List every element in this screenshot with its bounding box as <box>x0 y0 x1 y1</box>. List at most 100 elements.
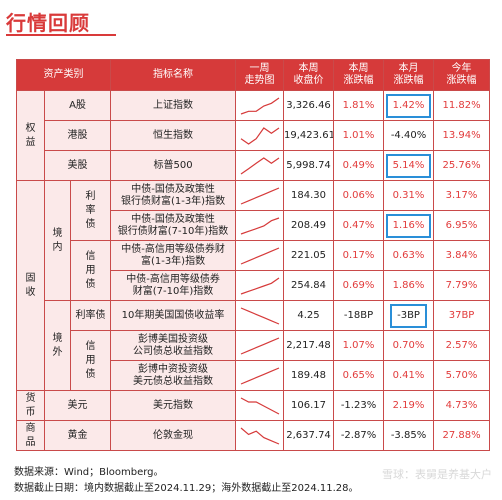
week-change: 0.06% <box>333 180 385 211</box>
group-credit-bond: 信用债 <box>69 240 112 301</box>
month-change: 1.86% <box>383 270 435 301</box>
index-name-text: 10年期美国国债收益率 <box>121 309 225 321</box>
group-domestic-label: 境内 <box>52 227 63 253</box>
index-name: 彭博美国投资级 公司债总收益指数 <box>110 330 237 361</box>
header-trend-text: 一周 走势图 <box>244 63 275 86</box>
close-value: 2,217.48 <box>283 330 335 361</box>
close-value: 184.30 <box>283 180 335 211</box>
index-name-text: 上证指数 <box>153 99 194 111</box>
sparkline-line <box>240 396 279 415</box>
week-change: 0.47% <box>333 210 385 241</box>
week-change: 1.07% <box>333 330 385 361</box>
index-name: 美元指数 <box>110 390 237 421</box>
header-week: 本周 涨跌幅 <box>333 59 385 91</box>
index-name-text: 中债-高信用等级债券财 富(1-3年)指数 <box>121 243 225 267</box>
ytd-change: 6.95% <box>433 210 491 241</box>
index-name: 伦敦金现 <box>110 420 237 451</box>
ytd-change: 13.94% <box>433 120 491 151</box>
trend-cell <box>235 360 285 391</box>
group-overseas: 境外 <box>44 300 71 391</box>
table-row: 商品 黄金 伦敦金现 2,637.74 -2.87% -3.85% 27.88% <box>16 420 491 451</box>
sparkline-chart <box>240 277 279 295</box>
index-name: 中债-国债及政策性 银行债财富(7-10年)指数 <box>110 210 237 241</box>
month-change: 5.14% <box>383 150 435 181</box>
close-value: 254.84 <box>283 270 335 301</box>
table-row: 美股 标普500 5,998.74 0.49% 5.14% 25.76% <box>17 150 491 181</box>
group-commodity: 商品 <box>16 420 45 451</box>
header-ytd: 今年 涨跌幅 <box>433 59 491 91</box>
sparkline-line <box>240 246 279 265</box>
watermark: 雪球：表舅是养基大户 <box>382 468 492 481</box>
group-currency: 货币 <box>16 390 45 421</box>
sparkline-line <box>240 366 279 385</box>
sparkline-chart <box>240 427 279 445</box>
group-commodity-label: 商品 <box>25 422 36 448</box>
sparkline-line <box>240 306 279 325</box>
trend-cell <box>235 390 285 421</box>
close-value: 208.49 <box>283 210 335 241</box>
close-value: 106.17 <box>283 390 335 421</box>
sparkline-line <box>240 186 279 205</box>
index-name-text: 中债-国债及政策性 银行债财富(7-10年)指数 <box>117 213 229 237</box>
date-note: 数据截止日期：境内数据截止至2024.11.29；海外数据截止至2024.11.… <box>14 483 359 494</box>
header-week-text: 本周 涨跌幅 <box>343 63 374 86</box>
table-row: 固收 境内 利率债 中债-国债及政策性 银行债财富(1-3年)指数 184.30 0.06… <box>16 180 491 391</box>
month-change: -3BP <box>383 300 435 331</box>
index-name: 恒生指数 <box>110 120 237 151</box>
week-change: -1.23% <box>333 390 385 421</box>
trend-cell <box>235 300 285 331</box>
close-value: 5,998.74 <box>283 150 335 181</box>
header-month-text: 本月 涨跌幅 <box>393 63 424 86</box>
ytd-change: 37BP <box>433 300 491 331</box>
header-close: 本周 收盘价 <box>283 59 335 91</box>
table-body: 权益 A股 上证指数 3,326.46 1.81% 1.42% 11.82% 港股 恒生指数 19… <box>16 90 491 451</box>
highlight-box: -3BP <box>390 303 427 328</box>
index-name-text: 彭博中资投资级 美元债总收益指数 <box>133 363 214 387</box>
highlight-box: 1.16% <box>385 213 432 238</box>
month-change: -3.85% <box>383 420 435 451</box>
month-change: 1.42% <box>383 90 435 121</box>
month-change: 2.19% <box>383 390 435 421</box>
table-row: 港股 恒生指数 19,423.61 1.01% -4.40% 13.94% <box>17 120 491 151</box>
index-name-text: 美元指数 <box>153 399 194 411</box>
sparkline-chart <box>240 336 279 355</box>
asset-cat: A股 <box>43 90 112 121</box>
sparkline-chart <box>240 97 279 115</box>
group-equity-label: 权益 <box>25 122 36 148</box>
trend-cell <box>235 120 285 151</box>
sparkline-chart <box>240 366 279 385</box>
index-name-text: 中债-高信用等级债券 财富(7-10年)指数 <box>126 273 220 297</box>
header-close-text: 本周 收盘价 <box>293 63 324 86</box>
trend-cell <box>235 210 285 241</box>
sparkline-chart <box>240 396 279 415</box>
table-row: 境外 利率债 10年期美国国债收益率 4.25 -18BP -3BP 37BP <box>17 300 491 391</box>
month-change: 0.41% <box>383 360 435 391</box>
header-trend: 一周 走势图 <box>235 59 285 91</box>
table-row: 信用债 中债-高信用等级债券财 富(1-3年)指数 221.05 0.17% 0.63%… <box>17 240 491 301</box>
sparkline-line <box>240 336 279 355</box>
trend-cell <box>235 240 285 271</box>
sparkline-chart <box>240 246 279 265</box>
sparkline-chart <box>240 306 279 325</box>
table-row: 中债-高信用等级债券 财富(7-10年)指数 254.84 0.69% 1.86% 7.… <box>17 270 491 301</box>
index-name: 标普500 <box>110 150 237 181</box>
ytd-change: 11.82% <box>433 90 491 121</box>
index-name: 中债-高信用等级债券财 富(1-3年)指数 <box>110 240 237 271</box>
asset-cat: 港股 <box>43 120 112 151</box>
highlight-box: 5.14% <box>385 153 432 178</box>
ytd-change: 5.70% <box>433 360 491 391</box>
header-month: 本月 涨跌幅 <box>383 59 435 91</box>
header-name: 指标名称 <box>110 59 237 91</box>
index-name-text: 彭博美国投资级 公司债总收益指数 <box>133 333 214 357</box>
group-credit-bond-overseas: 信用债 <box>69 330 112 391</box>
header-row: 资产类别 指标名称 一周 走势图 本周 收盘价 本周 涨跌幅 本月 涨跌幅 今年… <box>15 59 491 91</box>
month-change: 0.70% <box>383 330 435 361</box>
table-row: 彭博中资投资级 美元债总收益指数 189.48 0.65% 0.41% 5.70% <box>17 360 491 391</box>
table-row: 信用债 彭博美国投资级 公司债总收益指数 2,217.48 1.07% 0.70% 2.5… <box>17 330 491 391</box>
asset-cat: 美元 <box>43 390 112 421</box>
header-asset-class: 资产类别 <box>15 59 112 91</box>
trend-cell <box>235 150 285 181</box>
index-name: 中债-国债及政策性 银行债财富(1-3年)指数 <box>110 180 237 211</box>
week-change: 0.69% <box>333 270 385 301</box>
close-value: 3,326.46 <box>283 90 335 121</box>
